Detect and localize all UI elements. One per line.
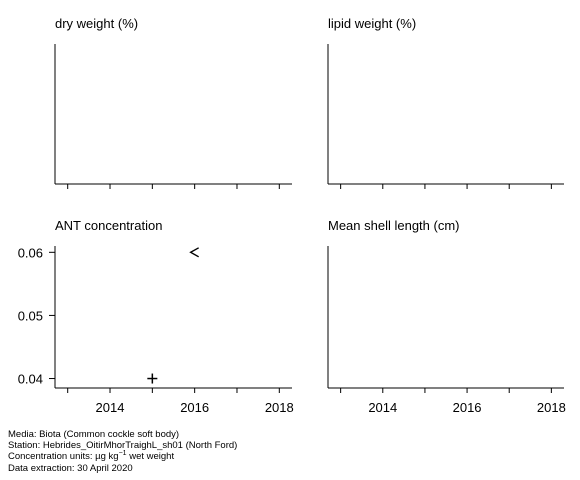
y-tick-label: 0.04 (18, 372, 43, 387)
x-tick-label: 2018 (265, 400, 294, 415)
data-point-less-than (189, 247, 200, 258)
footer-station: Station: Hebrides_OitirMhorTraighL_sh01 … (8, 440, 238, 452)
x-tick-label: 2014 (368, 400, 397, 415)
panel-2: lipid weight (%) (327, 16, 564, 189)
panel-1: dry weight (%) (54, 16, 292, 189)
y-tick-label: 0.05 (18, 308, 43, 323)
panel-3: ANT concentration 2014 2016 2018 0.04 0.05 0.0… (18, 218, 294, 415)
panel-title: ANT concentration (55, 218, 162, 233)
footer-units-prefix: Concentration units: µg kg (8, 451, 119, 463)
footer-extraction: Data extraction: 30 April 2020 (8, 462, 133, 474)
y-tick-label: 0.06 (18, 245, 43, 260)
panel-title: Mean shell length (cm) (328, 218, 460, 233)
footer-units-exponent: −1 (118, 450, 127, 458)
footer-notes: Media: Biota (Common cockle soft body) S… (8, 429, 237, 474)
data-point-plus (147, 373, 158, 384)
panel-title: dry weight (%) (55, 16, 138, 31)
footer-units: Concentration units: µg kg−1 wet weight (8, 450, 237, 463)
x-tick-label: 2016 (180, 400, 209, 415)
panel-title: lipid weight (%) (328, 16, 416, 31)
footer-units-suffix: wet weight (126, 451, 175, 463)
x-tick-label: 2018 (537, 400, 566, 415)
footer-media: Media: Biota (Common cockle soft body) (8, 429, 180, 440)
x-tick-label: 2016 (453, 400, 482, 415)
x-tick-label: 2014 (96, 400, 125, 415)
panel-4: Mean shell length (cm) 2014 2016 2018 (327, 218, 566, 415)
